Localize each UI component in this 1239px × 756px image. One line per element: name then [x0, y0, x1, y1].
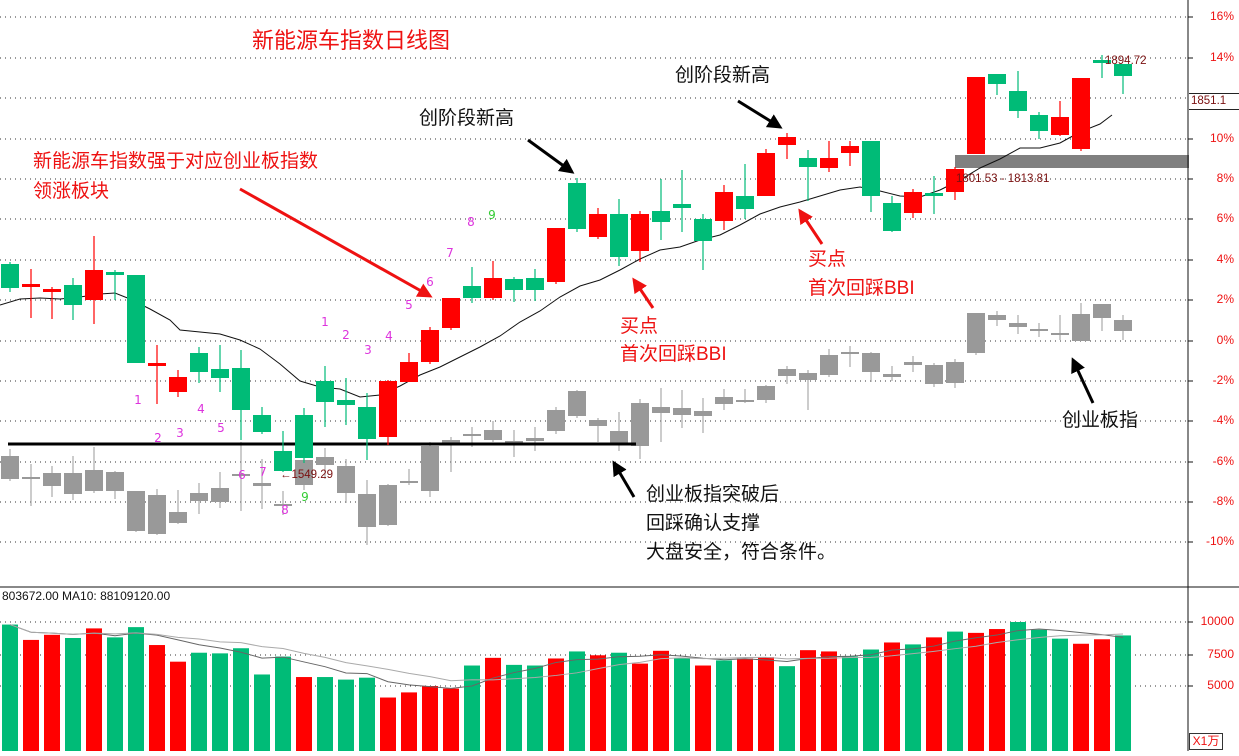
volume-info-bar: 803672.00 MA10: 88109120.00 — [2, 589, 171, 603]
grid-lines — [0, 16, 1188, 687]
y-tick-label: 2% — [1216, 292, 1234, 306]
svg-text:4: 4 — [197, 402, 205, 416]
low-price-label: ←1549.29 — [280, 469, 334, 481]
resistance-band — [955, 155, 1189, 168]
y-tick-label: -2% — [1212, 373, 1234, 387]
volume-tick-label: 5000 — [1207, 678, 1234, 692]
annotation-gem-index: 创业板指 — [1062, 410, 1139, 431]
svg-text:9: 9 — [301, 490, 309, 504]
svg-text:6: 6 — [238, 468, 246, 482]
y-tick-label: 14% — [1209, 50, 1234, 64]
y-tick-label: 10% — [1209, 131, 1234, 145]
svg-text:8: 8 — [281, 503, 289, 517]
svg-text:6: 6 — [426, 275, 434, 289]
y-tick-label: 16% — [1209, 9, 1234, 23]
annotation-strong-line2: 领涨板块 — [33, 181, 110, 202]
svg-text:1: 1 — [321, 315, 329, 329]
svg-text:2: 2 — [154, 431, 162, 445]
annotation-buy-1-line2: 首次回踩BBI — [620, 344, 727, 365]
svg-text:2: 2 — [342, 328, 350, 342]
y-tick-label: -8% — [1212, 494, 1234, 508]
svg-text:3: 3 — [364, 343, 372, 357]
svg-text:8: 8 — [467, 215, 475, 229]
annotation-gem-breakout-line2: 回踩确认支撑 — [646, 513, 761, 534]
annotation-gem-breakout-line1: 创业板指突破后 — [646, 484, 780, 505]
annotation-buy-2-line1: 买点 — [808, 249, 847, 270]
volume-tick-label: 7500 — [1207, 647, 1234, 661]
chart-title: 新能源车指数日线图 — [252, 28, 451, 53]
annotation-new-high-1: 创阶段新高 — [419, 108, 515, 129]
y-axis-ticks — [1188, 16, 1193, 687]
nev-index-candles — [1, 55, 1132, 472]
svg-text:5: 5 — [217, 421, 225, 435]
range-price-label: 1801.53 - 1813.81 — [956, 173, 1050, 185]
annotation-new-high-2: 创阶段新高 — [675, 65, 771, 86]
y-tick-label: 8% — [1216, 171, 1234, 185]
annotation-buy-2-line2: 首次回踩BBI — [808, 278, 915, 299]
y-tick-label: 4% — [1216, 252, 1234, 266]
annotation-arrows — [239, 99, 1095, 498]
annotation-gem-breakout-line3: 大盘安全，符合条件。 — [646, 542, 837, 563]
y-tick-label: 6% — [1216, 211, 1234, 225]
svg-text:9: 9 — [488, 208, 496, 222]
volume-bars — [2, 622, 1131, 751]
gem-index-candles — [1, 303, 1132, 545]
svg-text:7: 7 — [446, 246, 454, 260]
y-tick-label: -4% — [1212, 413, 1234, 427]
volume-unit-label: X1万 — [1189, 733, 1223, 750]
annotation-buy-1-line1: 买点 — [620, 316, 659, 337]
volume-tick-label: 10000 — [1200, 614, 1234, 628]
high-price-label: 1894.72 — [1105, 55, 1147, 67]
svg-text:4: 4 — [385, 329, 393, 343]
svg-text:7: 7 — [259, 465, 267, 479]
y-tick-label: 0% — [1216, 333, 1234, 347]
svg-text:1: 1 — [134, 393, 142, 407]
annotation-strong-line1: 新能源车指数强于对应创业板指数 — [33, 151, 319, 172]
y-tick-label: -6% — [1212, 454, 1234, 468]
current-price-tag: 1851.1 — [1189, 93, 1239, 110]
svg-text:3: 3 — [176, 426, 184, 440]
y-tick-label: -10% — [1205, 534, 1234, 548]
svg-text:5: 5 — [405, 298, 413, 312]
